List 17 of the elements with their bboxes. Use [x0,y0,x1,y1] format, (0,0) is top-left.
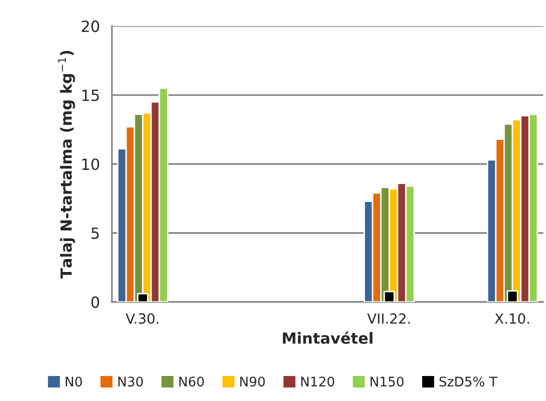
x-tick-label: X.10. [494,313,529,324]
legend-label: N120 [301,376,334,387]
x-axis-title: Mintavétel [282,331,372,344]
legend-label: N60 [179,376,204,387]
legend-label: N150 [370,376,404,387]
legend-label: SzD5% T [440,376,498,387]
y-tick-label: 5 [92,228,99,240]
legend-label: N90 [240,376,265,387]
y-tick-label: 15 [82,90,99,102]
x-tick-label: VII.22. [367,313,410,324]
legend-label: N30 [118,376,143,387]
x-tick-label: V.30. [126,313,158,324]
y-tick-label: 10 [82,158,100,170]
y-axis-title: Talaj N-tartalma (mg kg$^{−1}$) [58,50,75,279]
legend-label: N0 [66,376,82,387]
y-tick-label: 0 [91,296,100,308]
y-tick-label: 20 [82,20,100,32]
